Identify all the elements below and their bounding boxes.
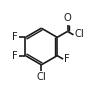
Text: O: O (64, 13, 71, 23)
Text: Cl: Cl (36, 72, 46, 82)
Text: F: F (12, 51, 18, 61)
Text: Cl: Cl (74, 29, 84, 39)
Text: F: F (12, 32, 18, 42)
Text: F: F (64, 54, 70, 64)
